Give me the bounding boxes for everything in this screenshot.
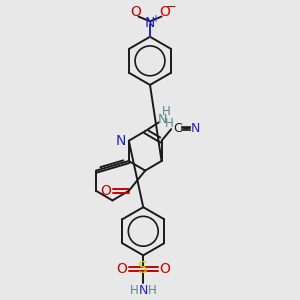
Text: O: O bbox=[130, 5, 141, 19]
Text: O: O bbox=[100, 184, 111, 198]
Text: O: O bbox=[117, 262, 128, 276]
Text: S: S bbox=[138, 261, 148, 276]
Text: H: H bbox=[130, 284, 139, 298]
Text: +: + bbox=[151, 14, 159, 24]
Text: H: H bbox=[148, 284, 156, 298]
Text: N: N bbox=[158, 113, 167, 126]
Text: N: N bbox=[190, 122, 200, 135]
Text: N: N bbox=[145, 16, 155, 30]
Text: O: O bbox=[159, 262, 170, 276]
Text: −: − bbox=[166, 2, 176, 14]
Text: N: N bbox=[139, 284, 148, 298]
Text: N: N bbox=[116, 134, 126, 148]
Text: H: H bbox=[162, 105, 171, 119]
Text: H: H bbox=[165, 117, 174, 130]
Text: C: C bbox=[173, 122, 182, 135]
Text: O: O bbox=[159, 5, 170, 19]
